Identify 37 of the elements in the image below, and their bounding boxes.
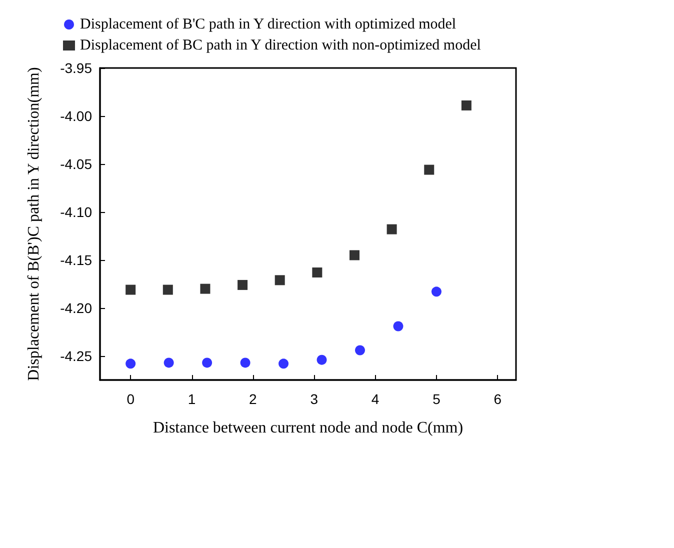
x-tick-label: 1 [188, 391, 196, 407]
y-tick-label: -3.95 [60, 60, 92, 76]
point [355, 345, 365, 356]
y-tick-label: -4.15 [60, 252, 92, 268]
point [461, 100, 472, 110]
point [274, 275, 285, 286]
y-tick-label: -4.25 [60, 348, 92, 364]
x-tick-label: 2 [249, 391, 258, 407]
x-tick-label: 3 [310, 391, 318, 407]
y-axis-title: Displacement of B(B')C path in Y direction(mm) [26, 67, 42, 381]
x-tick-label: 5 [432, 391, 441, 407]
point [316, 354, 327, 365]
point [238, 280, 248, 290]
legend-label: Displacement of BC path in Y direction with non-optimized model [80, 38, 481, 54]
point [162, 284, 173, 295]
point [200, 284, 210, 294]
y-tick-label: -4.10 [60, 204, 92, 220]
point [126, 284, 136, 295]
y-tick-label: -4.00 [60, 108, 92, 124]
point [202, 358, 212, 368]
y-tick-label: -4.05 [60, 156, 92, 172]
x-tick-label: 4 [371, 391, 380, 407]
x-tick-label: 6 [494, 391, 502, 407]
point [164, 358, 174, 368]
point [240, 358, 250, 368]
x-axis-title: Distance between current node and node C(mm) [152, 420, 464, 436]
point [393, 321, 404, 332]
point [424, 164, 434, 175]
y-tick-label: -4.20 [60, 300, 92, 316]
point [278, 358, 289, 369]
point [386, 224, 397, 234]
point [126, 358, 136, 369]
point [349, 250, 360, 260]
point [312, 267, 322, 278]
point [431, 286, 442, 297]
x-tick-label: 0 [126, 391, 135, 407]
legend-label: Displacement of B'C path in Y direction with optimized model [80, 16, 456, 32]
